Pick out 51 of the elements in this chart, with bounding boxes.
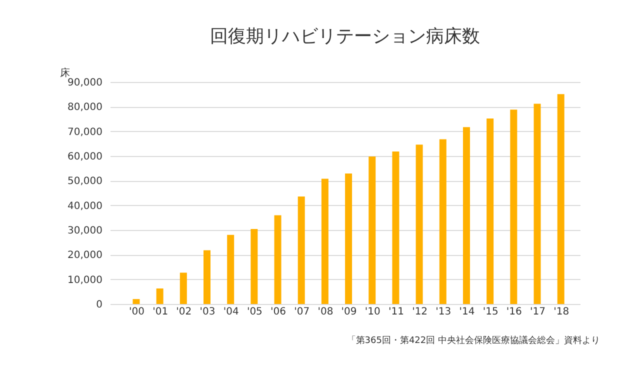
bar [462, 127, 470, 304]
bar [274, 215, 282, 304]
bar [368, 156, 376, 304]
x-tick-label: '03 [200, 306, 216, 318]
x-tick-label: '12 [412, 306, 428, 318]
y-tick-label: 90,000 [68, 78, 102, 88]
x-tick-label: '00 [128, 306, 144, 318]
bar [321, 178, 328, 304]
x-tick-label: '13 [436, 306, 452, 318]
y-axis-title: 床 [60, 67, 70, 79]
y-tick-label: 80,000 [68, 102, 102, 114]
y-tick-label: 40,000 [68, 200, 102, 212]
x-tick-label: '16 [506, 306, 522, 318]
bar [156, 288, 164, 304]
x-tick-label: '04 [223, 306, 239, 318]
x-tick-label: '18 [554, 306, 570, 318]
bar [345, 174, 352, 304]
bar [557, 94, 564, 304]
x-tick-label: '06 [270, 306, 286, 318]
y-tick-label: 0 [96, 300, 102, 310]
bar [204, 250, 210, 304]
x-tick-label: '17 [530, 306, 546, 318]
bar [416, 144, 423, 304]
x-tick-label: '14 [459, 306, 475, 318]
bar [392, 152, 400, 304]
x-tick-label: '02 [176, 306, 192, 318]
x-tick-label: '08 [318, 306, 334, 318]
y-tick-label: 10,000 [68, 274, 102, 286]
bar [298, 196, 305, 304]
y-tick-label: 20,000 [68, 250, 102, 262]
y-tick-label: 70,000 [68, 126, 102, 138]
x-tick-label: '07 [294, 306, 310, 318]
y-tick-label: 30,000 [68, 226, 102, 236]
bar [250, 229, 258, 304]
x-tick-label: '01 [152, 306, 168, 318]
bar [534, 104, 541, 304]
bar [180, 272, 187, 304]
bar [486, 118, 494, 304]
text: 「第365回・第422回 中央社会保険医療協議会総会」資料より [346, 335, 600, 346]
x-tick-label: '05 [246, 306, 262, 318]
chart-title: 回復期リハビリテーション病床数 [210, 26, 480, 47]
bar [132, 299, 140, 304]
bar [439, 139, 446, 304]
x-tick-label: '09 [341, 306, 357, 318]
x-tick-label: '15 [482, 306, 498, 318]
x-tick-label: '10 [364, 306, 380, 318]
y-tick-label: 60,000 [68, 152, 102, 162]
y-tick-label: 50,000 [68, 176, 102, 188]
bar [510, 110, 518, 304]
x-tick-label: '11 [388, 306, 404, 318]
bar [227, 234, 234, 304]
